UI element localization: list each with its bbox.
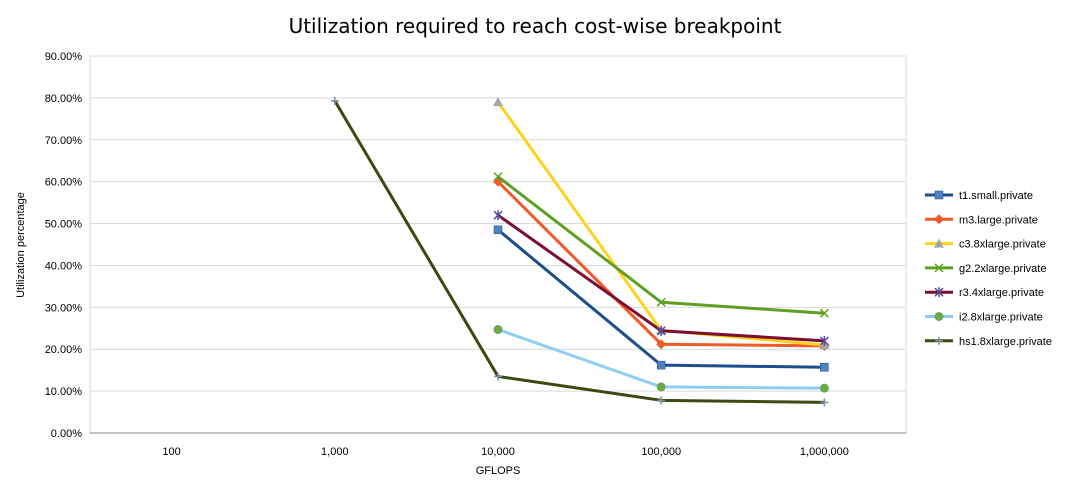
data-point: [819, 308, 829, 318]
legend-label: r3.4xlarge.private: [959, 287, 1044, 299]
legend-entry: c3.8xlarge.private: [925, 238, 1046, 251]
series-1: [493, 225, 829, 372]
data-point: [493, 325, 503, 335]
legend-entry: g2.2xlarge.private: [925, 263, 1046, 275]
y-tick-label: 0.00%: [51, 428, 82, 440]
data-point: [656, 297, 666, 307]
legend-marker: [934, 263, 944, 273]
legend-entry: hs1.8xlarge.private: [925, 336, 1052, 348]
plot-area: 0.00% 10.00% 20.00% 30.00% 40.00% 50.00% 60.00…: [45, 51, 907, 458]
y-tick-label: 50.00%: [45, 219, 83, 231]
series-5: [493, 210, 829, 346]
series-line: [496, 180, 825, 348]
x-tick-label: 1,000,000: [800, 446, 849, 458]
series-4: [493, 172, 829, 318]
x-axis-label: GFLOPS: [476, 465, 521, 477]
legend-entry: t1.small.private: [925, 190, 1033, 202]
legend-marker: [934, 312, 944, 321]
legend-label: m3.large.private: [959, 214, 1038, 226]
data-point: [656, 360, 666, 370]
data-point: [493, 97, 503, 107]
x-tick-label: 100,000: [641, 446, 681, 458]
data-point: [657, 396, 666, 405]
legend-entry: m3.large.private: [925, 214, 1038, 226]
data-point: [330, 96, 339, 105]
legend-entry: r3.4xlarge.private: [925, 287, 1044, 299]
legend-label: c3.8xlarge.private: [959, 239, 1046, 251]
y-tick-label: 10.00%: [45, 386, 83, 398]
legend-label: hs1.8xlarge.private: [959, 336, 1052, 348]
legend-marker: [935, 336, 943, 345]
legend-marker: [934, 238, 944, 248]
x-tick-label: 100: [162, 446, 180, 458]
legend-label: t1.small.private: [959, 190, 1033, 202]
y-tick-label: 40.00%: [45, 260, 83, 272]
data-point: [493, 210, 503, 221]
y-tick-label: 20.00%: [45, 344, 83, 356]
data-point: [820, 398, 829, 407]
data-point: [819, 335, 829, 346]
y-tick-label: 30.00%: [45, 302, 83, 314]
y-tick-label: 60.00%: [45, 177, 83, 189]
data-point: [656, 382, 666, 392]
x-tick-label: 10,000: [481, 446, 515, 458]
data-point: [493, 172, 503, 182]
legend-marker: [934, 287, 944, 298]
series-line: [333, 100, 825, 404]
y-tick-label: 80.00%: [45, 93, 83, 105]
data-point: [493, 225, 503, 235]
legend-marker: [934, 190, 944, 200]
series-7: [330, 96, 829, 407]
legend-entry: i2.8xlarge.private: [925, 312, 1043, 324]
chart-title: Utilization required to reach cost-wise …: [289, 14, 782, 38]
legend-label: i2.8xlarge.private: [959, 312, 1043, 324]
y-tick-label: 70.00%: [45, 135, 83, 147]
series-2: [493, 176, 830, 351]
data-point: [656, 325, 666, 336]
y-axis-label: Utilization percentage: [15, 192, 27, 298]
series-line: [497, 213, 825, 343]
data-point: [819, 383, 829, 393]
series-6: [493, 325, 829, 393]
x-tick-label: 1,000: [321, 446, 349, 458]
legend-label: g2.2xlarge.private: [959, 263, 1046, 275]
legend: t1.small.private m3.large.private c3.8xlar…: [925, 190, 1052, 348]
series-line: [497, 175, 825, 315]
data-point: [820, 362, 829, 372]
data-point: [656, 339, 667, 350]
legend-marker: [934, 214, 944, 225]
data-point: [494, 372, 502, 381]
y-tick-label: 90.00%: [45, 51, 83, 63]
